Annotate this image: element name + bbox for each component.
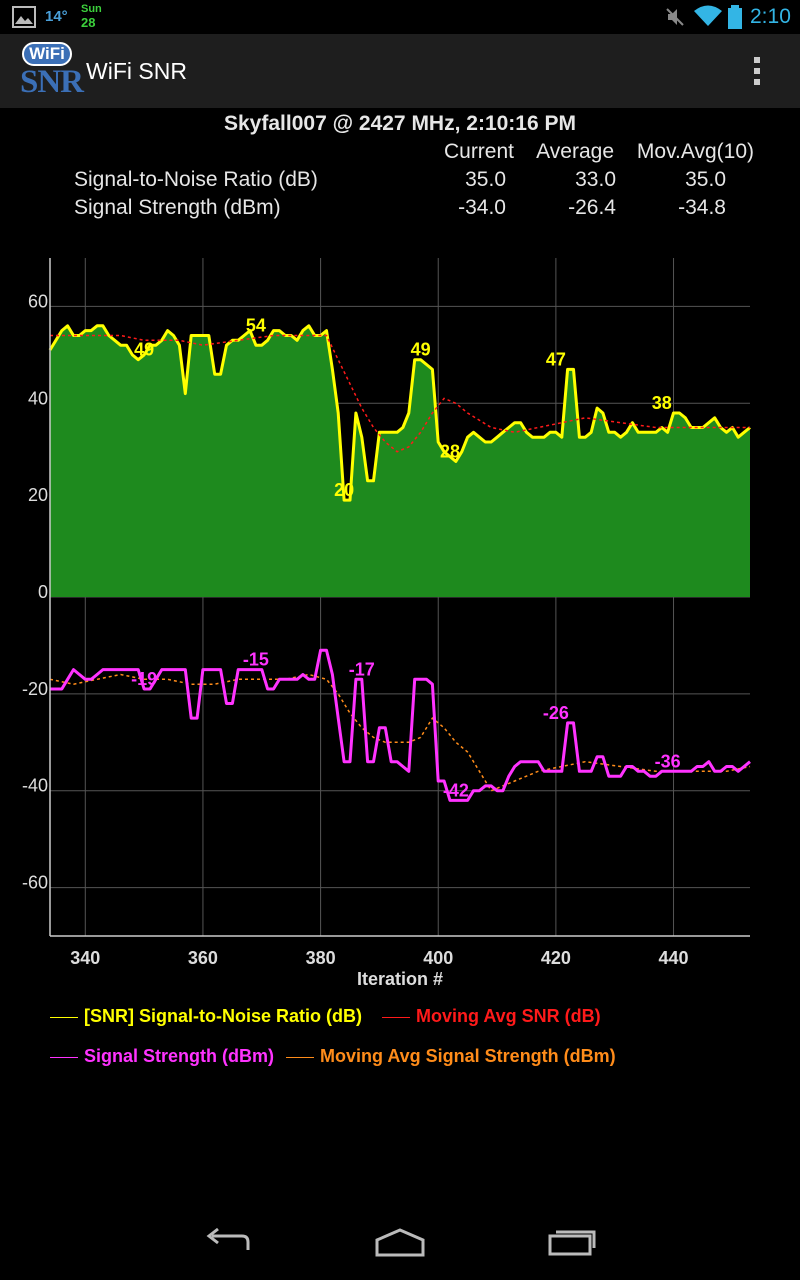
x-tick-label: 360 (188, 948, 218, 968)
signal-average: -26.4 (568, 196, 616, 219)
x-tick-label: 380 (306, 948, 336, 968)
x-tick-label: 420 (541, 948, 571, 968)
clock-text: 2:10 (750, 5, 791, 28)
y-tick-label: 0 (38, 582, 48, 602)
app-logo[interactable]: WiFi SNR (20, 42, 84, 100)
snr-current: 35.0 (465, 168, 506, 191)
logo-wifi-text: WiFi (29, 44, 65, 63)
home-icon (375, 1228, 425, 1257)
snr-data-label: 54 (246, 315, 266, 335)
legend-swatch-signal (50, 1056, 78, 1058)
column-header-average: Average (536, 140, 614, 163)
snr-data-label: 49 (134, 340, 154, 360)
signal-data-label: -17 (349, 659, 375, 679)
y-tick-label: -40 (22, 776, 48, 796)
signal-data-label: -19 (131, 669, 157, 689)
row-label-signal: Signal Strength (dBm) (74, 196, 281, 219)
legend-item-snr-avg: Moving Avg SNR (dB) (382, 1006, 601, 1027)
snr-data-label: 20 (334, 480, 354, 500)
recents-button[interactable] (532, 1220, 612, 1270)
snr-signal-chart: 60 40 20 0 -20 -40 -60 340 360 380 400 420 440 Iterat… (22, 258, 751, 989)
status-bar: 14° Sun 28 2:10 (0, 0, 800, 34)
y-tick-label: -20 (22, 679, 48, 699)
back-icon (206, 1227, 250, 1250)
network-header: Skyfall007 @ 2427 MHz, 2:10:16 PM (224, 112, 576, 135)
recents-icon (548, 1230, 596, 1256)
snr-data-label: 49 (411, 340, 431, 360)
snr-data-label: 47 (546, 349, 566, 369)
battery-icon (728, 5, 742, 29)
snr-data-label: 28 (440, 441, 460, 461)
signal-movavg: -34.8 (678, 196, 726, 219)
legend-item-signal: Signal Strength (dBm) (50, 1046, 274, 1067)
snr-movavg: 35.0 (685, 168, 726, 191)
logo-snr-text: SNR (20, 64, 84, 100)
x-tick-label: 440 (659, 948, 689, 968)
snr-area (50, 325, 750, 597)
legend-item-snr: [SNR] Signal-to-Noise Ratio (dB) (50, 1006, 362, 1027)
signal-data-label: -15 (243, 650, 269, 670)
snr-data-label: 38 (652, 393, 672, 413)
snr-line (48, 324, 751, 502)
signal-data-label: -36 (655, 751, 681, 771)
signal-data-label: -42 (443, 780, 469, 800)
y-tick-label: 40 (28, 388, 48, 408)
signal-current: -34.0 (458, 196, 506, 219)
home-button[interactable] (360, 1220, 440, 1270)
wifi-icon (694, 5, 722, 26)
y-tick-label: 60 (28, 291, 48, 311)
column-header-movavg: Mov.Avg(10) (636, 140, 754, 163)
temperature-text: 14° (45, 8, 68, 25)
y-tick-label: -60 (22, 873, 48, 893)
mute-icon (666, 8, 684, 26)
overflow-menu-button[interactable] (744, 54, 770, 88)
action-bar: WiFi SNR WiFi SNR (0, 34, 800, 108)
legend-item-signal-avg: Moving Avg Signal Strength (dBm) (286, 1046, 616, 1067)
legend-swatch-snr (50, 1016, 78, 1018)
column-header-current: Current (443, 140, 514, 163)
back-button[interactable] (190, 1220, 270, 1270)
row-label-snr: Signal-to-Noise Ratio (dB) (74, 168, 318, 191)
gallery-notification-icon (12, 6, 36, 28)
x-tick-label: 400 (423, 948, 453, 968)
signal-data-label: -26 (543, 703, 569, 723)
y-tick-label: 20 (28, 485, 48, 505)
app-title: WiFi SNR (86, 58, 187, 84)
snr-average: 33.0 (575, 168, 616, 191)
x-tick-label: 340 (70, 948, 100, 968)
x-axis-label: Iteration # (357, 969, 443, 989)
weather-day-text: Sun (81, 3, 102, 15)
overflow-menu-icon (754, 57, 760, 85)
legend-swatch-signal-avg (286, 1056, 314, 1058)
weather-date-text: 28 (81, 15, 96, 30)
signal-strength-line (50, 648, 751, 802)
snr-moving-avg-line (50, 334, 750, 453)
legend-swatch-snr-avg (382, 1016, 410, 1018)
